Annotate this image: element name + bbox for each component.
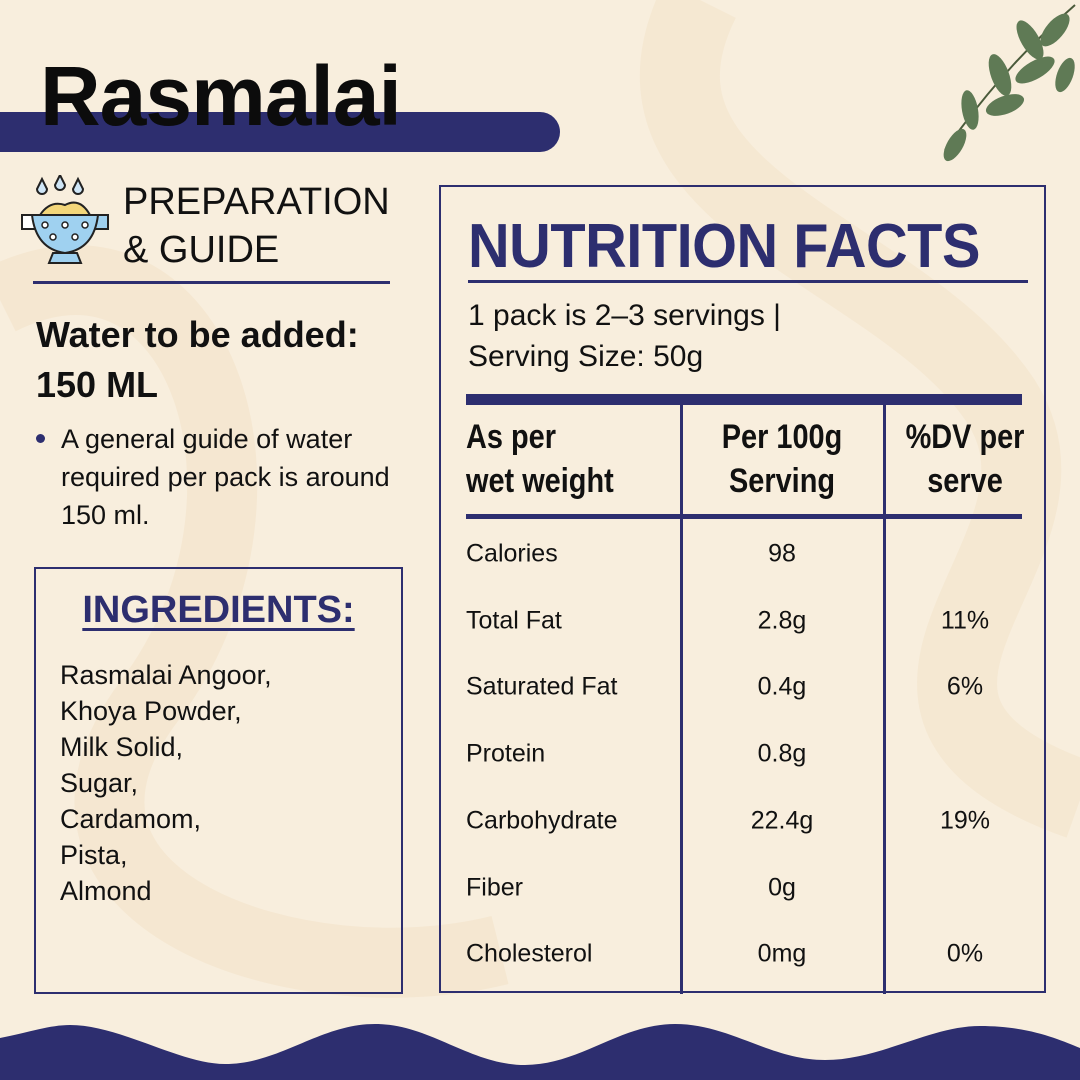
preparation-heading: PREPARATION & GUIDE: [123, 178, 390, 274]
column-divider: [883, 404, 886, 994]
leaves-decoration: [915, 0, 1080, 170]
serving-line1: 1 pack is 2–3 servings |: [468, 299, 781, 332]
list-item: Milk Solid,: [60, 732, 184, 762]
per-100g-value: 22.4g: [750, 806, 814, 835]
list-item: Sugar,: [60, 768, 139, 798]
per-100g-value: 98: [768, 539, 796, 568]
water-note-text: A general guide of water required per pa…: [61, 424, 390, 530]
divider: [33, 281, 390, 284]
product-title: Rasmalai: [40, 49, 402, 143]
list-item: Cardamom,: [60, 804, 202, 834]
serving-line2: Serving Size: 50g: [468, 340, 704, 373]
dv-percent: 6%: [946, 672, 984, 701]
ingredients-box: INGREDIENTS: Rasmalai Angoor, Khoya Powd…: [34, 567, 403, 994]
table-row: Cholesterol 0mg 0%: [441, 921, 1044, 987]
bullet-icon: [36, 434, 45, 443]
list-item: Rasmalai Angoor,: [60, 660, 272, 690]
divider: [466, 394, 1022, 405]
divider: [468, 280, 1028, 283]
header-col1: As per wet weight: [466, 418, 614, 500]
nutrient-name: Calories: [466, 539, 558, 568]
nutrient-name: Total Fat: [466, 606, 562, 635]
ingredients-heading: INGREDIENTS:: [82, 589, 355, 631]
serving-info: 1 pack is 2–3 servings | Serving Size: 50…: [468, 295, 781, 377]
list-item: Almond: [60, 876, 152, 906]
nutrient-name: Cholesterol: [466, 939, 593, 968]
list-item: Pista,: [60, 840, 128, 870]
per-100g-value: 0mg: [757, 939, 807, 968]
dv-percent: 11%: [940, 606, 990, 635]
table-row: Protein 0.8g: [441, 721, 1044, 787]
water-label: Water to be added:: [36, 314, 359, 355]
nutrient-name: Saturated Fat: [466, 672, 618, 701]
table-row: Total Fat 2.8g 11%: [441, 588, 1044, 654]
per-100g-value: 0.8g: [757, 739, 807, 768]
preparation-heading-line1: PREPARATION: [123, 181, 390, 223]
nutrition-title: NUTRITION FACTS: [468, 212, 980, 281]
nutrient-name: Carbohydrate: [466, 806, 618, 835]
dv-percent: 19%: [939, 806, 991, 835]
title-bar: [0, 112, 560, 152]
list-item: Khoya Powder,: [60, 696, 242, 726]
table-row: Fiber 0g: [441, 855, 1044, 921]
dv-percent: 0%: [946, 939, 984, 968]
colander-icon: [20, 172, 112, 275]
per-100g-value: 2.8g: [757, 606, 807, 635]
header-col3: %DV per serve: [905, 418, 1025, 500]
water-info: Water to be added: 150 ML: [36, 310, 359, 410]
per-100g-value: 0.4g: [757, 672, 807, 701]
water-amount: 150 ML: [36, 364, 159, 405]
wave-footer: [0, 1024, 1080, 1080]
column-divider: [680, 404, 683, 994]
nutrient-name: Fiber: [466, 873, 523, 901]
header-col2: Per 100g Serving: [721, 418, 843, 500]
divider: [466, 514, 1022, 519]
water-note: A general guide of water required per pa…: [36, 420, 411, 534]
table-row: Carbohydrate 22.4g 19%: [441, 788, 1044, 854]
table-row: Calories 98: [441, 521, 1044, 587]
ingredients-list: Rasmalai Angoor, Khoya Powder, Milk Soli…: [60, 657, 272, 909]
table-row: Saturated Fat 0.4g 6%: [441, 654, 1044, 720]
per-100g-value: 0g: [768, 873, 796, 901]
nutrition-facts-box: NUTRITION FACTS 1 pack is 2–3 servings |…: [439, 185, 1046, 994]
preparation-heading-line2: & GUIDE: [123, 229, 280, 271]
nutrient-name: Protein: [466, 739, 546, 768]
